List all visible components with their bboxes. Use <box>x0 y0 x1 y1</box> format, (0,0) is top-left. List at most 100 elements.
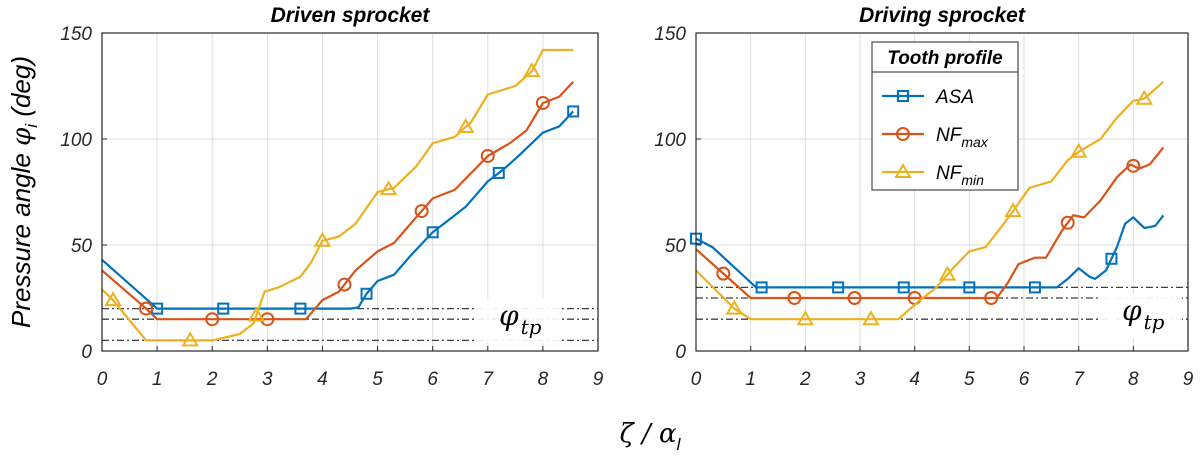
data-point-NF_min <box>1069 142 1088 158</box>
series-line-NF_min <box>695 80 1165 321</box>
axes-box <box>101 32 599 352</box>
data-point-ASA <box>755 281 768 294</box>
data-point-ASA <box>1028 281 1041 294</box>
data-point-ASA <box>492 166 505 179</box>
data-point-NF_max <box>787 291 802 305</box>
data-point-ASA <box>567 105 580 118</box>
x-tick-label: 4 <box>317 369 328 390</box>
data-point-NF_min <box>104 291 122 307</box>
x-axis-label-text: ζ / α <box>620 419 677 449</box>
y-axis-label-symbol: φ <box>7 127 37 146</box>
x-tick-label: 8 <box>538 369 549 390</box>
data-point-NF_max <box>139 301 154 316</box>
data-point-NF_max <box>1060 215 1075 230</box>
y-tick-label: 150 <box>654 24 686 45</box>
legend-box <box>871 41 1019 191</box>
data-point-NF_max <box>1126 158 1141 173</box>
series-NF_max <box>695 146 1165 305</box>
series-line-NF_min <box>101 48 574 342</box>
y-tick-label: 50 <box>665 236 687 257</box>
data-point-NF_min <box>1135 89 1154 105</box>
data-point-NF_min <box>523 62 541 78</box>
legend-marker <box>897 90 909 102</box>
data-point-ASA <box>963 281 976 294</box>
x-tick-label: 6 <box>1019 369 1030 390</box>
x-tick-label: 8 <box>1128 369 1139 390</box>
data-point-NF_min <box>1004 202 1022 218</box>
data-point-NF_min <box>938 265 957 281</box>
data-point-ASA <box>360 287 373 300</box>
series-line-NF_max <box>695 146 1165 300</box>
data-point-NF_max <box>205 312 220 327</box>
x-tick-label: 7 <box>482 369 494 390</box>
data-point-ASA <box>832 281 845 294</box>
annotation-phi-tp: φ tp <box>1122 294 1165 334</box>
data-point-NF_min <box>725 299 744 315</box>
x-tick-label: 6 <box>427 369 438 390</box>
data-point-NF_min <box>379 180 398 196</box>
series-NF_min <box>101 48 574 347</box>
x-tick-label: 3 <box>855 369 866 390</box>
x-tick-label: 0 <box>97 369 108 390</box>
data-point-NF_min <box>862 310 880 326</box>
x-tick-label: 0 <box>691 369 702 390</box>
x-tick-label: 7 <box>1073 369 1085 390</box>
data-point-NF_max <box>535 95 550 110</box>
y-tick-label: 50 <box>71 236 93 257</box>
legend-label-subscript: min <box>961 172 984 188</box>
y-tick-label: 0 <box>81 342 92 363</box>
x-tick-label: 5 <box>372 369 383 390</box>
annotation-phi-tp: φ tp <box>499 299 542 339</box>
legend-entry-NF_min: NFmin <box>882 163 984 188</box>
annotation-background <box>477 299 559 343</box>
data-point-NF_max <box>847 291 862 305</box>
data-point-NF_max <box>480 148 495 163</box>
x-tick-label: 9 <box>1183 369 1194 390</box>
legend-label-base: ASA <box>935 87 974 108</box>
x-tick-label: 3 <box>262 369 273 390</box>
data-point-NF_max <box>414 204 429 219</box>
data-point-NF_max <box>716 266 731 281</box>
data-point-NF_min <box>247 306 266 322</box>
x-tick-label: 1 <box>745 369 756 390</box>
x-tick-label: 5 <box>964 369 975 390</box>
annotation-background <box>1100 294 1182 338</box>
y-axis-label-subscript: i <box>22 123 41 128</box>
annotation-base: φ <box>499 299 519 332</box>
chart-panel-1: φ tp 0 1 2 3 4 5 6 7 8 9 0 50 100 150 Driven sprocket <box>60 4 603 390</box>
axes-box <box>695 32 1189 352</box>
y-tick-label: 100 <box>60 130 92 151</box>
series-NF_max <box>101 81 575 327</box>
y-tick-label: 0 <box>675 342 686 363</box>
data-point-ASA <box>1105 252 1118 265</box>
chart-title: Driving sprocket <box>859 4 1026 27</box>
x-tick-label: 9 <box>593 369 604 390</box>
x-axis-label-subscript: l <box>677 435 682 454</box>
y-tick-label: 150 <box>60 24 92 45</box>
annotation-subscript: tp <box>521 315 542 339</box>
series-NF_min <box>695 80 1165 326</box>
data-point-NF_min <box>181 331 199 347</box>
x-tick-label: 2 <box>799 369 811 390</box>
legend-label: ASA <box>935 87 974 108</box>
y-axis-label-text: Pressure angle <box>6 146 36 328</box>
y-axis-label: Pressure angle φi (deg) <box>6 56 41 328</box>
annotation-base: φ <box>1122 294 1142 327</box>
x-tick-label: 4 <box>909 369 920 390</box>
annotation-subscript: tp <box>1144 310 1165 334</box>
legend-entry-ASA: ASA <box>882 87 974 108</box>
legend-label-base: NF <box>936 163 963 184</box>
data-point-NF_max <box>260 312 275 327</box>
y-tick-label: 100 <box>654 130 686 151</box>
legend-marker <box>894 163 912 178</box>
data-point-ASA <box>426 226 439 239</box>
legend-title: Tooth profile <box>887 48 1003 69</box>
data-point-ASA <box>217 302 230 315</box>
legend-marker <box>896 127 910 141</box>
y-axis-label-unit: (deg) <box>6 56 36 124</box>
data-point-NF_min <box>796 310 815 326</box>
data-point-NF_max <box>337 277 352 292</box>
data-point-NF_min <box>313 231 332 247</box>
data-point-NF_min <box>456 118 475 133</box>
